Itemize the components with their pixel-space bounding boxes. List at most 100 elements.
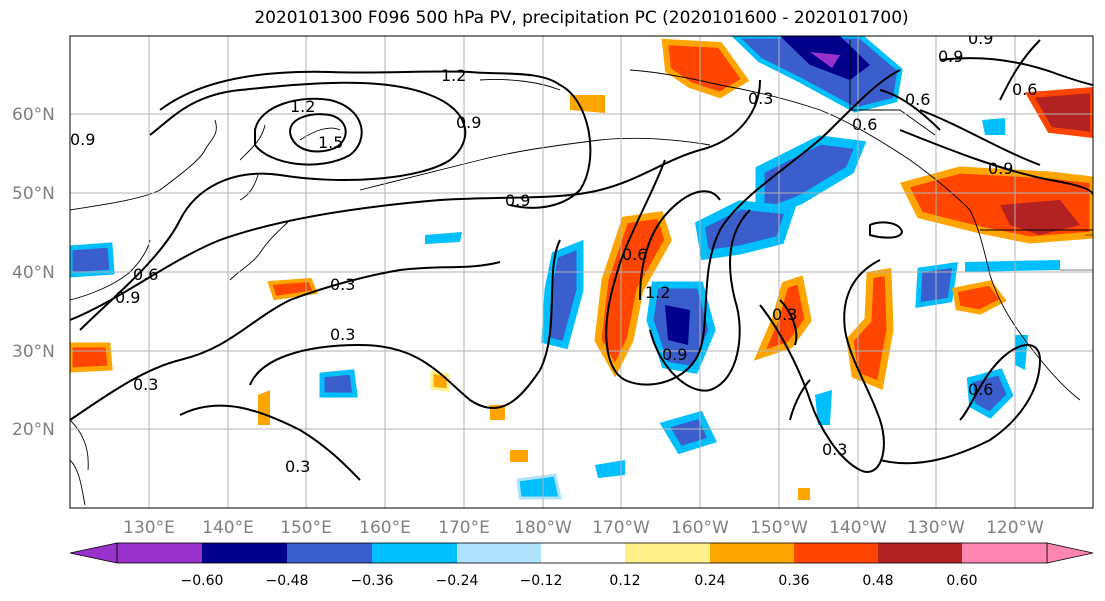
pv-contour-1-2-low: [254, 97, 363, 166]
precip-strong-positive-pacific-northwest: [1000, 200, 1080, 235]
lon-tick-label: 140°W: [829, 518, 887, 538]
pv-label: 0.9: [505, 191, 530, 210]
pv-contour-0-9-northeast: [939, 39, 1093, 101]
precip-positive-125w-37n: [952, 280, 1007, 315]
precipitation-shading: [70, 36, 1093, 500]
map-frame: [69, 35, 1094, 509]
pv-label: 0.6: [852, 115, 877, 134]
precip-positive-160w-62n: [570, 95, 605, 113]
pv-label: 0.9: [988, 159, 1013, 178]
pv-label: 0.6: [622, 245, 647, 264]
precip-negative-130w-60n: [982, 118, 1005, 135]
lon-tick-label: 130°E: [123, 518, 175, 538]
coastline-alaska: [479, 69, 971, 211]
precip-negative-165e-42n: [425, 232, 462, 244]
pv-label: 0.6: [133, 265, 158, 284]
precip-negative-126w-41n: [965, 260, 1060, 272]
lon-tick-label: 140°E: [202, 518, 254, 538]
precip-negative-150w-20n: [815, 390, 832, 425]
latitude-labels: 20°N 30°N 40°N 50°N 60°N: [12, 105, 55, 440]
lon-tick-label: 160°W: [671, 518, 729, 538]
pv-contour-0-3-inner: [779, 299, 811, 421]
colorbar-tick-label: 0.36: [778, 573, 809, 589]
lon-tick-label: 180°W: [514, 518, 572, 538]
lat-tick-label: 40°N: [12, 263, 55, 283]
precip-positive-140w: [846, 267, 894, 390]
coastline-aleutians: [359, 137, 711, 191]
colorbar-tick-label: −0.12: [520, 573, 563, 589]
precip-positive-northeast: [1025, 86, 1093, 139]
precip-positive-148w-15n: [798, 488, 810, 500]
lon-tick-label: 120°W: [986, 518, 1044, 538]
precip-negative-175w-17n: [595, 460, 625, 478]
colorbar-labels: −0.60 −0.48 −0.36 −0.24 −0.12 0.12 0.24 …: [181, 573, 978, 589]
precip-positive-north: [661, 38, 750, 99]
precip-min-gulf-alaska: [810, 52, 840, 68]
pv-contour-0-9-east: [869, 109, 1093, 239]
colorbar-tick-label: 0.24: [694, 573, 725, 589]
pv-contour-0-9-central: [649, 209, 751, 392]
colorbar-tick-label: −0.24: [436, 573, 479, 589]
pv-label: 1.2: [441, 66, 466, 85]
colorbar-box: [962, 543, 1047, 563]
colorbar-box: [457, 543, 541, 563]
lon-tick-label: 130°W: [907, 518, 965, 538]
precip-positive-145e-20n: [258, 390, 270, 425]
pv-contour-0-6-northeast: [879, 89, 941, 131]
graticule: [70, 36, 1093, 508]
precip-positive-band-170w: [594, 211, 672, 378]
colorbar-box: [878, 543, 962, 563]
colorbar-box: [202, 543, 287, 563]
pv-contour-1-2-north: [159, 70, 592, 209]
pv-contour-1-5: [288, 113, 347, 153]
lon-tick-label: 150°E: [280, 518, 332, 538]
country-borders: [1010, 229, 1093, 271]
colorbar-tick-label: 0.12: [609, 573, 640, 589]
colorbar-box: [625, 543, 710, 563]
pv-label: 0.6: [1012, 80, 1037, 99]
pv-label: 0.3: [133, 375, 158, 394]
pv-contour-1-2-central: [639, 190, 721, 301]
colorbar-tick-label: 0.48: [862, 573, 893, 589]
colorbar-tick-label: 0.60: [946, 573, 977, 589]
lat-tick-label: 60°N: [12, 105, 55, 125]
colorbar-outline: [116, 542, 1048, 564]
colorbar-min-extend: [69, 542, 118, 564]
colorbar-box: [372, 543, 457, 563]
pv-label: 0.3: [285, 457, 310, 476]
colorbar: −0.60 −0.48 −0.36 −0.24 −0.12 0.12 0.24 …: [69, 542, 1094, 589]
pv-label: 0.9: [456, 113, 481, 132]
pv-label: 1.2: [645, 283, 670, 302]
coastline-alaska-panhandle: [849, 40, 936, 136]
lat-tick-label: 20°N: [12, 420, 55, 440]
pv-label: 0.6: [905, 90, 930, 109]
lon-tick-label: 160°E: [359, 518, 411, 538]
lat-tick-label: 30°N: [12, 342, 55, 362]
lon-tick-label: 150°W: [750, 518, 808, 538]
pv-contour-0-6-north: [605, 69, 901, 386]
pv-label: 0.9: [115, 288, 140, 307]
pv-contours: [70, 39, 1093, 481]
colorbar-tick-label: −0.48: [266, 573, 309, 589]
pv-label: 0.3: [330, 275, 355, 294]
pv-label: 0.9: [968, 29, 993, 48]
pv-contour-0-3-central: [759, 259, 885, 473]
pv-contour-0-3-west: [70, 261, 501, 421]
pv-label: 0.3: [772, 305, 797, 324]
pv-label: 0.9: [662, 345, 687, 364]
precip-negative-east-asia: [70, 242, 115, 278]
precip-positive-east-asia: [70, 342, 113, 373]
precip-positive-178w-17n: [510, 450, 528, 462]
pv-contour-0-9-band: [70, 79, 761, 321]
longitude-labels: 130°E 140°E 150°E 160°E 170°E 180°W 170°…: [123, 518, 1044, 538]
precip-negative-135w-30n: [1015, 335, 1028, 370]
precip-negative-180w-15n: [516, 473, 562, 500]
pv-label: 1.5: [318, 133, 343, 152]
colorbar-box: [117, 543, 202, 563]
pv-label: 0.9: [70, 130, 95, 149]
precip-strong-negative-160w-30n: [665, 305, 690, 345]
pv-label: 0.3: [330, 325, 355, 344]
pv-label: 0.6: [968, 380, 993, 399]
lon-tick-label: 170°E: [438, 518, 490, 538]
